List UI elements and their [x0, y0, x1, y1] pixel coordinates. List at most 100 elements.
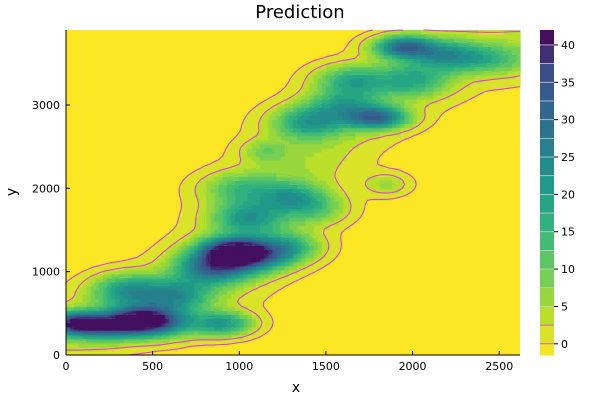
contour-cell [288, 90, 294, 96]
contour-cell [354, 155, 360, 161]
contour-cell [441, 70, 447, 76]
contour-cell [359, 34, 364, 39]
contour-cell [354, 135, 360, 141]
contour-cell [185, 285, 191, 291]
contour-cell [210, 294, 216, 299]
contour-cell [445, 62, 451, 68]
contour-cell [280, 143, 286, 149]
contour-cell [359, 127, 364, 133]
contour-cell [247, 229, 253, 234]
contour-cell [136, 257, 141, 263]
contour-cell [309, 216, 315, 222]
contour-cell [272, 249, 278, 255]
contour-cell [210, 257, 216, 263]
contour-cell [453, 42, 459, 47]
contour-cell [474, 42, 480, 47]
contour-cell [198, 204, 203, 210]
contour-cell [346, 164, 352, 169]
contour-cell [338, 66, 344, 72]
contour-cell [297, 261, 302, 267]
contour-cell [239, 192, 245, 198]
contour-cell [420, 127, 426, 133]
contour-cell [198, 168, 203, 173]
contour-cell [321, 135, 327, 141]
contour-cell [214, 265, 220, 271]
contour-cell [247, 208, 253, 214]
contour-cell [334, 115, 339, 120]
contour-cell [222, 208, 228, 214]
contour-cell [499, 46, 505, 51]
contour-cell [259, 285, 265, 291]
contour-cell [210, 220, 216, 226]
contour-cell [140, 294, 146, 299]
contour-cell [305, 70, 311, 76]
contour-cell [425, 58, 430, 64]
contour-cell [297, 220, 302, 226]
contour-cell [371, 119, 377, 125]
contour-cell [412, 123, 418, 129]
contour-cell [181, 192, 187, 198]
contour-cell [119, 346, 125, 352]
contour-cell [317, 123, 323, 129]
contour-cell [453, 58, 459, 64]
contour-cell [334, 95, 339, 100]
contour-cell [264, 294, 269, 299]
contour-cell [214, 233, 220, 238]
contour-cell [119, 322, 125, 328]
colorbar-band [540, 138, 554, 158]
contour-cell [177, 285, 183, 291]
contour-cell [387, 184, 393, 190]
contour-cell [404, 135, 410, 141]
contour-cell [367, 99, 373, 104]
contour-cell [466, 95, 472, 100]
contour-cell [412, 111, 418, 116]
contour-cell [243, 115, 249, 120]
contour-cell [293, 131, 298, 137]
contour-cell [222, 306, 228, 311]
contour-cell [198, 294, 203, 299]
contour-cell [177, 253, 183, 259]
contour-cell [251, 269, 257, 275]
contour-cell [280, 216, 286, 222]
contour-cell [293, 74, 298, 80]
contour-cell [375, 111, 381, 116]
contour-cell [326, 58, 331, 64]
contour-cell [264, 322, 269, 328]
contour-cell [338, 180, 344, 185]
contour-cell [123, 285, 129, 291]
contour-cell [396, 46, 401, 51]
contour-cell [280, 184, 286, 190]
contour-cell [445, 54, 451, 60]
contour-cell [342, 225, 348, 230]
contour-cell [173, 334, 179, 340]
contour-cell [425, 127, 430, 133]
contour-cell [264, 314, 269, 320]
contour-cell [160, 241, 166, 246]
contour-cell [309, 269, 315, 275]
contour-cell [420, 82, 426, 88]
contour-cell [111, 334, 117, 340]
contour-cell [297, 155, 302, 161]
contour-cell [239, 302, 245, 307]
contour-cell [396, 135, 401, 141]
contour-cell [202, 200, 207, 206]
contour-cell [387, 139, 393, 145]
contour-cell [433, 70, 439, 76]
chart-title: Prediction [255, 2, 344, 23]
contour-cell [181, 302, 187, 307]
contour-cell [222, 204, 228, 210]
contour-cell [173, 338, 179, 344]
contour-cell [301, 155, 306, 161]
contour-cell [214, 273, 220, 279]
contour-cell [86, 326, 92, 332]
contour-cell [222, 265, 228, 271]
contour-cell [305, 229, 311, 234]
contour-cell [371, 82, 377, 88]
contour-cell [433, 95, 439, 100]
contour-cell [127, 281, 133, 287]
contour-cell [214, 192, 220, 198]
contour-cell [383, 107, 389, 112]
contour-cell [288, 168, 294, 173]
contour-cell [284, 107, 290, 112]
contour-cell [400, 107, 406, 112]
